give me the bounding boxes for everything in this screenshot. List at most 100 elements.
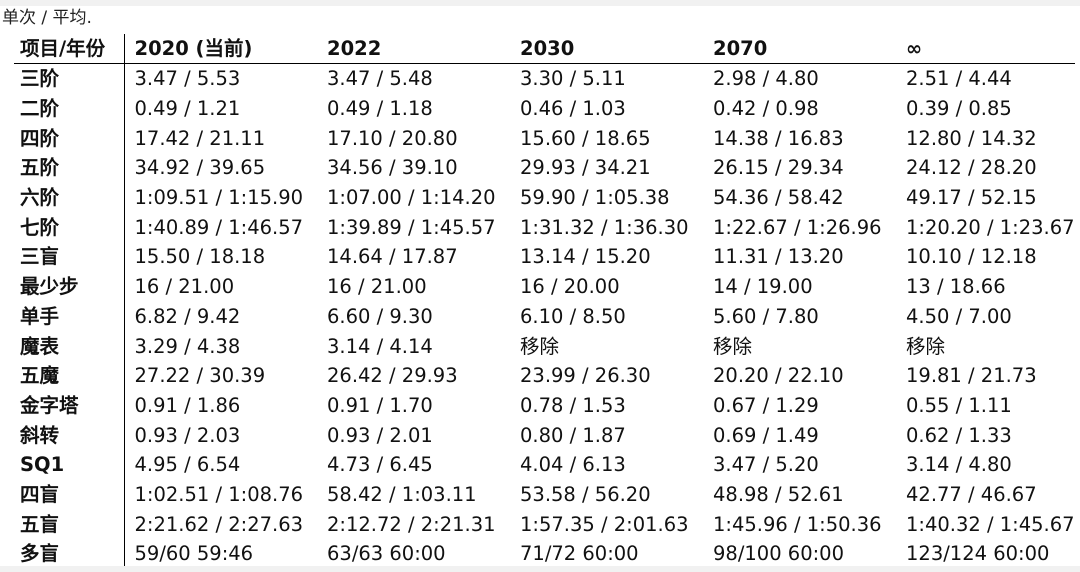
cell-year-2030: 移除 — [520, 334, 560, 358]
cell-event: 五阶 — [14, 153, 125, 183]
table-row: 魔表 3.29 / 4.38 3.14 / 4.14 移除 移除 移除 — [14, 331, 1075, 361]
cell-year-2020: 3.47 / 5.53 — [134, 67, 241, 91]
cell-year-2022: 16 / 21.00 — [327, 275, 427, 299]
table-row: SQ1 4.95 / 6.54 4.73 / 6.45 4.04 / 6.13 3.47… — [14, 449, 1075, 480]
cell-year-2070: 0.67 / 1.29 — [713, 393, 819, 417]
cell-year-2022: 0.91 / 1.70 — [327, 393, 433, 417]
cell-event: 斜转 — [14, 420, 125, 450]
cell-year-2070: 5.60 / 7.80 — [713, 304, 819, 328]
cell-year-2020: 0.49 / 1.21 — [134, 97, 241, 121]
cell-year-2070: 0.42 / 0.98 — [713, 97, 819, 121]
cell-year-2020: 1:09.51 / 1:15.90 — [134, 186, 304, 210]
cell-year-2022: 0.93 / 2.01 — [327, 423, 433, 447]
cell-year-2022: 6.60 / 9.30 — [327, 304, 433, 328]
cell-year-infinity: 1:40.32 / 1:45.67 — [906, 512, 1075, 536]
cell-year-infinity: 12.80 / 14.32 — [906, 126, 1037, 150]
cell-year-2070: 1:22.67 / 1:26.96 — [713, 215, 882, 239]
table-row: 斜转 0.93 / 2.03 0.93 / 2.01 0.80 / 1.87 0.69 … — [14, 420, 1075, 450]
cell-year-2070: 54.36 / 58.42 — [713, 186, 844, 210]
cell-year-2020: 15.50 / 18.18 — [134, 245, 266, 269]
cell-year-infinity: 42.77 / 46.67 — [906, 482, 1037, 506]
table-row: 五盲 2:21.62 / 2:27.63 2:12.72 / 2:21.31 1:57… — [14, 509, 1075, 539]
cell-year-2022: 1:39.89 / 1:45.57 — [327, 215, 496, 239]
cell-year-2022: 2:12.72 / 2:21.31 — [327, 512, 496, 536]
header-event: 项目/年份 — [14, 34, 125, 64]
table-row: 金字塔 0.91 / 1.86 0.91 / 1.70 0.78 / 1.53 0.67… — [14, 390, 1075, 421]
cell-event: 多盲 — [14, 539, 125, 569]
cell-year-infinity: 19.81 / 21.73 — [906, 364, 1037, 388]
cell-year-2022: 63/63 60:00 — [327, 542, 446, 566]
cell-year-2022: 0.49 / 1.18 — [327, 97, 433, 121]
cell-year-2030: 29.93 / 34.21 — [520, 156, 651, 180]
cell-year-2030: 3.30 / 5.11 — [520, 67, 626, 91]
cell-year-2022: 17.10 / 20.80 — [327, 126, 458, 150]
table-row: 单手 6.82 / 9.42 6.60 / 9.30 6.10 / 8.50 5.60 … — [14, 301, 1075, 332]
cell-event: 五魔 — [14, 360, 125, 391]
cell-year-2020: 0.91 / 1.86 — [134, 393, 241, 417]
cell-year-2020: 59/60 59:46 — [134, 542, 254, 566]
table-row: 五魔 27.22 / 30.39 26.42 / 29.93 23.99 / 26.3… — [14, 360, 1075, 391]
cell-year-2022: 4.73 / 6.45 — [327, 453, 433, 477]
header-year-2070: 2070 — [703, 34, 896, 64]
cell-event: 单手 — [14, 301, 125, 332]
cell-year-2070: 26.15 / 29.34 — [713, 156, 844, 180]
cell-year-infinity: 13 / 18.66 — [906, 275, 1006, 299]
header-year-infinity: ∞ — [896, 34, 1075, 64]
table-row: 三盲 15.50 / 18.18 14.64 / 17.87 13.14 / 15.2… — [14, 242, 1075, 272]
bottom-strip — [0, 566, 1080, 572]
cell-year-infinity: 移除 — [906, 334, 946, 358]
cell-year-2030: 0.78 / 1.53 — [520, 393, 626, 417]
cell-year-2020: 27.22 / 30.39 — [134, 364, 266, 388]
cell-year-2022: 26.42 / 29.93 — [327, 364, 458, 388]
cell-year-2030: 13.14 / 15.20 — [520, 245, 651, 269]
cell-event: 最少步 — [14, 271, 125, 302]
cell-event: 五盲 — [14, 509, 125, 539]
cell-year-2022: 14.64 / 17.87 — [327, 245, 458, 269]
cell-year-2070: 14.38 / 16.83 — [713, 126, 844, 150]
cell-year-2030: 0.46 / 1.03 — [520, 97, 626, 121]
header-year-2022: 2022 — [317, 34, 510, 64]
table-row: 五阶 34.92 / 39.65 34.56 / 39.10 29.93 / 34.2… — [14, 153, 1075, 183]
cell-year-infinity: 0.62 / 1.33 — [906, 423, 1012, 447]
cell-year-2030: 15.60 / 18.65 — [520, 126, 651, 150]
cell-year-2022: 1:07.00 / 1:14.20 — [327, 186, 496, 210]
cell-year-2022: 3.14 / 4.14 — [327, 334, 433, 358]
header-row: 项目/年份 2020 (当前) 2022 2030 2070 ∞ — [14, 34, 1075, 64]
cell-year-2020: 16 / 21.00 — [134, 275, 235, 299]
cell-event: 七阶 — [14, 212, 125, 243]
cell-year-2020: 17.42 / 21.11 — [134, 126, 266, 150]
cell-year-2030: 23.99 / 26.30 — [520, 364, 651, 388]
cell-year-2070: 移除 — [713, 334, 753, 358]
cell-year-2020: 1:40.89 / 1:46.57 — [134, 215, 304, 239]
top-strip — [0, 0, 1080, 6]
cell-year-2070: 2.98 / 4.80 — [713, 67, 819, 91]
cell-year-infinity: 2.51 / 4.44 — [906, 67, 1012, 91]
table-row: 最少步 16 / 21.00 16 / 21.00 16 / 20.00 14 / 19… — [14, 271, 1075, 302]
cell-year-2020: 2:21.62 / 2:27.63 — [134, 512, 304, 536]
table-row: 七阶 1:40.89 / 1:46.57 1:39.89 / 1:45.57 1:31… — [14, 212, 1075, 243]
cell-year-2030: 16 / 20.00 — [520, 275, 620, 299]
cell-year-2020: 34.92 / 39.65 — [134, 156, 266, 180]
table-row: 多盲 59/60 59:46 63/63 60:00 71/72 60:00 98/10… — [14, 539, 1075, 569]
cell-year-2070: 48.98 / 52.61 — [713, 482, 844, 506]
table-row: 六阶 1:09.51 / 1:15.90 1:07.00 / 1:14.20 59.9… — [14, 182, 1075, 213]
cell-event: 六阶 — [14, 182, 125, 213]
cell-year-2070: 3.47 / 5.20 — [713, 453, 819, 477]
cell-event: 魔表 — [14, 331, 125, 361]
cell-year-infinity: 123/124 60:00 — [906, 542, 1050, 566]
cell-year-2030: 59.90 / 1:05.38 — [520, 186, 670, 210]
cell-year-2020: 4.95 / 6.54 — [134, 453, 241, 477]
table-row: 四盲 1:02.51 / 1:08.76 58.42 / 1:03.11 53.58 … — [14, 479, 1075, 510]
cell-year-infinity: 0.39 / 0.85 — [906, 97, 1012, 121]
cell-year-2070: 14 / 19.00 — [713, 275, 813, 299]
table-row: 二阶 0.49 / 1.21 0.49 / 1.18 0.46 / 1.03 0.42 … — [14, 93, 1075, 124]
cell-event: 四阶 — [14, 123, 125, 154]
cell-year-2070: 0.69 / 1.49 — [713, 423, 819, 447]
cell-year-2020: 0.93 / 2.03 — [134, 423, 241, 447]
cell-year-2030: 4.04 / 6.13 — [520, 453, 626, 477]
table-caption: 单次 / 平均. — [2, 8, 92, 28]
cell-event: 三阶 — [14, 63, 125, 94]
cell-year-2030: 53.58 / 56.20 — [520, 482, 651, 506]
cell-year-2070: 11.31 / 13.20 — [713, 245, 844, 269]
cell-event: 三盲 — [14, 242, 125, 272]
